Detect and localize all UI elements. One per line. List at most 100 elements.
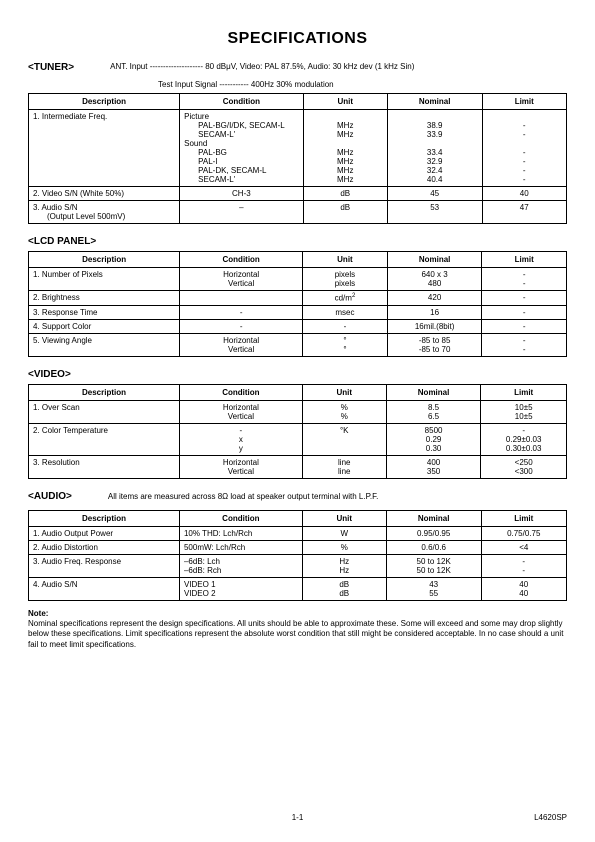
cell: % xyxy=(307,412,382,421)
th: Nominal xyxy=(386,384,481,400)
audio-heading: <AUDIO> xyxy=(28,491,72,502)
th: Nominal xyxy=(386,510,481,526)
cell: 8.5 xyxy=(391,403,477,412)
cell: - xyxy=(482,291,567,306)
cell: lineline xyxy=(302,455,386,478)
cell: 10±510±5 xyxy=(481,400,567,423)
cell: CH-3 xyxy=(180,187,303,201)
cell: 2. Color Temperature xyxy=(29,423,180,455)
cell: 4040 xyxy=(481,577,566,600)
cell: VIDEO 1 xyxy=(184,580,298,589)
note-heading: Note: xyxy=(28,609,48,618)
page-title: SPECIFICATIONS xyxy=(28,30,567,48)
cell: 640 x 3480 xyxy=(387,268,482,291)
cell: –6dB: Lch xyxy=(184,557,298,566)
audio-heading-row: <AUDIO> All items are measured across 8Ω… xyxy=(28,479,567,506)
cell: W xyxy=(302,526,386,540)
th: Nominal xyxy=(387,252,482,268)
cell: HorizontalVertical xyxy=(180,333,303,356)
cell: 400350 xyxy=(386,455,481,478)
cell: 3. Audio S/N (Output Level 500mV) xyxy=(29,201,180,224)
cell: Horizontal xyxy=(184,403,298,412)
th: Limit xyxy=(481,510,566,526)
cell: VIDEO 2 xyxy=(184,589,298,598)
cell: 10±5 xyxy=(485,403,562,412)
cell: °° xyxy=(303,333,388,356)
cell: HzHz xyxy=(302,554,386,577)
cell: 2. Brightness xyxy=(29,291,180,306)
cell: dB xyxy=(307,589,382,598)
cell: 16mil.(8bit) xyxy=(387,319,482,333)
cell: - xyxy=(180,319,303,333)
audio-note: All items are measured across 8Ω load at… xyxy=(108,492,378,501)
cell: 3. Response Time xyxy=(29,305,180,319)
cell: MHz xyxy=(308,175,383,184)
cell: 50 to 12K50 to 12K xyxy=(386,554,481,577)
cell: pixelspixels xyxy=(303,268,388,291)
cell: 2 xyxy=(352,293,355,299)
cell: 480 xyxy=(392,279,478,288)
cell: 3. Resolution xyxy=(29,455,180,478)
cell: 0.75/0.75 xyxy=(481,526,566,540)
lcd-table: Description Condition Unit Nominal Limit… xyxy=(28,251,567,357)
cell: HorizontalVertical xyxy=(180,455,303,478)
th: Condition xyxy=(180,384,303,400)
cell: Horizontal xyxy=(184,458,298,467)
cell: 40 xyxy=(486,589,562,598)
cell: 0.6/0.6 xyxy=(386,540,481,554)
th-desc: Description xyxy=(29,94,180,110)
cell: 38.9 xyxy=(392,121,478,130)
cell: -85 to 85-85 to 70 xyxy=(387,333,482,356)
cell: 0.29±0.03 xyxy=(485,435,562,444)
cell: x xyxy=(184,435,298,444)
cell: % xyxy=(302,540,386,554)
cell: VIDEO 1VIDEO 2 xyxy=(179,577,302,600)
cell: line xyxy=(307,458,382,467)
cell: MHz xyxy=(308,148,383,157)
cell: 6.5 xyxy=(391,412,477,421)
cell: 16 xyxy=(387,305,482,319)
cell: <300 xyxy=(485,467,562,476)
th: Description xyxy=(29,510,180,526)
cell: –6dB: Rch xyxy=(184,566,298,575)
cell: 3. Audio Freq. Response xyxy=(29,554,180,577)
cell: 400 xyxy=(391,458,477,467)
cell: % xyxy=(307,403,382,412)
cell: Sound xyxy=(184,139,298,148)
cell: %% xyxy=(302,400,386,423)
cell: 4. Audio S/N xyxy=(29,577,180,600)
cell: 40 xyxy=(486,580,562,589)
cell: 0.30±0.03 xyxy=(485,444,562,453)
cell: y xyxy=(184,444,298,453)
cell: -xy xyxy=(180,423,303,455)
cell: - xyxy=(303,319,388,333)
cell: 3. Audio S/N xyxy=(33,203,175,212)
cell: dB xyxy=(303,201,387,224)
cell: MHz xyxy=(308,121,383,130)
cell: Hz xyxy=(307,566,382,575)
cell: 10±5 xyxy=(485,412,562,421)
cell: 1. Number of Pixels xyxy=(29,268,180,291)
tuner-ant-note: ANT. Input -------------------- 80 dBμV,… xyxy=(110,62,414,77)
th: Description xyxy=(29,384,180,400)
cell: (Output Level 500mV) xyxy=(33,212,175,221)
cell: Vertical xyxy=(184,279,298,288)
th: Unit xyxy=(303,252,388,268)
cell: 500mW: Lch/Rch xyxy=(179,540,302,554)
cell: 50 to 12K xyxy=(391,566,477,575)
cell: 40.4 xyxy=(392,175,478,184)
cell: <250<300 xyxy=(481,455,567,478)
cell: 5. Viewing Angle xyxy=(29,333,180,356)
cell: - xyxy=(180,305,303,319)
cell: 4. Support Color xyxy=(29,319,180,333)
th: Condition xyxy=(179,510,302,526)
cell: Vertical xyxy=(184,467,298,476)
cell: °K xyxy=(302,423,386,455)
cell: 350 xyxy=(391,467,477,476)
cell: -0.29±0.030.30±0.03 xyxy=(481,423,567,455)
cell: 50 to 12K xyxy=(391,557,477,566)
cell: 32.9 xyxy=(392,157,478,166)
cell: - xyxy=(482,319,567,333)
th-lim: Limit xyxy=(482,94,567,110)
tuner-heading: <TUNER> xyxy=(28,62,74,73)
